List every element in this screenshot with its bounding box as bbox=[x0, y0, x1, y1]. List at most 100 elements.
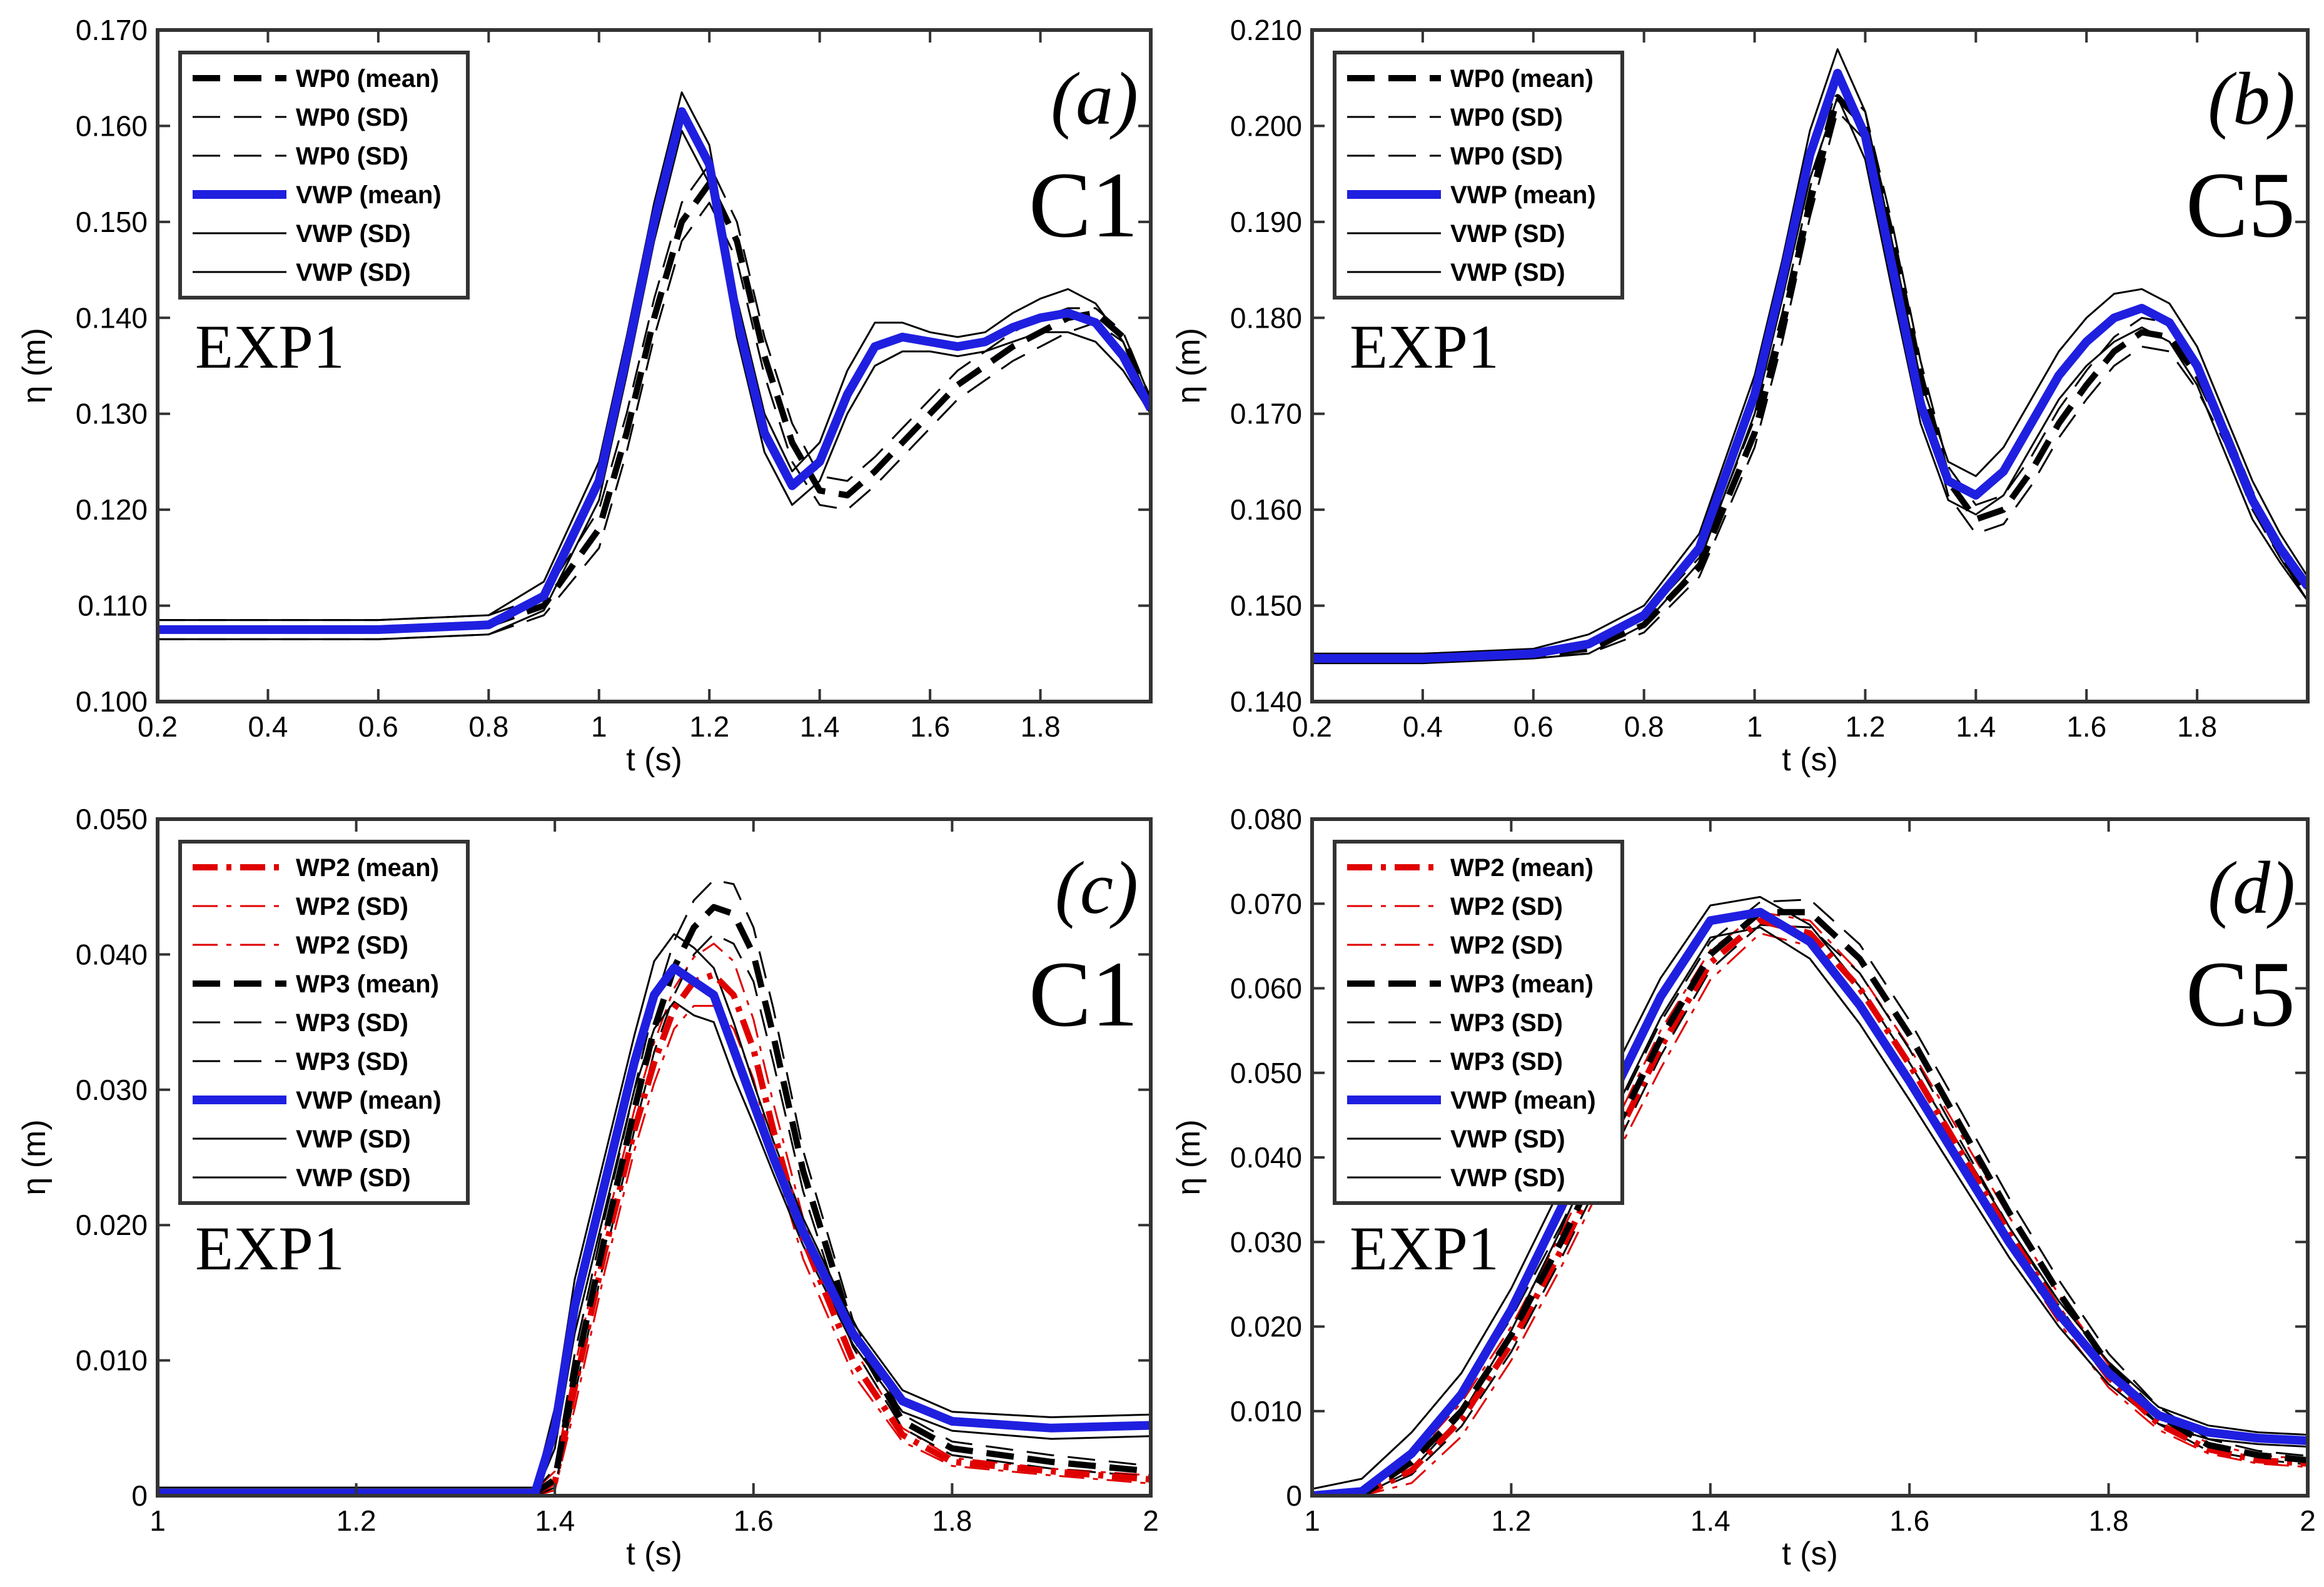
legend-entry-label: WP3 (SD) bbox=[296, 1048, 408, 1076]
y-tick-label: 0.020 bbox=[1230, 1311, 1302, 1343]
x-tick-label: 1.4 bbox=[800, 710, 840, 743]
y-tick-label: 0.160 bbox=[1230, 493, 1302, 526]
x-tick-label: 1.2 bbox=[336, 1504, 376, 1537]
x-tick-label: 1.8 bbox=[2089, 1504, 2129, 1537]
legend-entry-label: WP3 (SD) bbox=[1450, 1009, 1563, 1037]
x-tick-label: 1 bbox=[1304, 1504, 1320, 1537]
legend-entry-label: VWP (mean) bbox=[296, 181, 442, 209]
legend-entry-label: WP2 (SD) bbox=[1450, 932, 1563, 959]
x-tick-label: 1.4 bbox=[1690, 1504, 1730, 1537]
y-tick-label: 0.030 bbox=[1230, 1226, 1302, 1258]
x-tick-label: 0.6 bbox=[1513, 710, 1554, 743]
panel-case-label: C5 bbox=[2186, 153, 2295, 257]
y-tick-label: 0.140 bbox=[76, 301, 148, 334]
x-tick-label: 1 bbox=[591, 710, 607, 743]
y-tick-label: 0.210 bbox=[1230, 14, 1302, 46]
legend-entry-label: WP0 (SD) bbox=[1450, 104, 1563, 131]
x-tick-label: 1.2 bbox=[689, 710, 729, 743]
y-axis-title: η (m) bbox=[1171, 1119, 1207, 1195]
x-tick-label: 1.6 bbox=[1889, 1504, 1929, 1537]
experiment-label: EXP1 bbox=[195, 1214, 345, 1283]
x-tick-label: 1.6 bbox=[910, 710, 950, 743]
legend-entry-label: VWP (SD) bbox=[1450, 1126, 1565, 1153]
y-tick-label: 0.170 bbox=[76, 14, 148, 46]
legend-entry-label: VWP (SD) bbox=[1450, 259, 1565, 286]
axes-frame bbox=[156, 817, 1153, 1498]
y-tick-label: 0.190 bbox=[1230, 206, 1302, 238]
x-tick-label: 0.2 bbox=[138, 710, 178, 743]
legend-box bbox=[1333, 840, 1624, 1205]
panel-case-label: C5 bbox=[2186, 942, 2295, 1046]
series-line-wp3-mean bbox=[158, 904, 1151, 1496]
series-line-wp3-sd bbox=[1312, 924, 2308, 1496]
legend-entry-label: WP0 (mean) bbox=[1450, 65, 1594, 93]
x-tick-label: 1.8 bbox=[1021, 710, 1061, 743]
panel-d: 0 0.010 0.020 0.030 0.040 0.050 0.060 0.070 0.08… bbox=[1171, 803, 2316, 1572]
x-tick-label: 1.6 bbox=[734, 1504, 774, 1537]
panel-letter: (a) bbox=[1051, 57, 1138, 140]
legend-entry-label: WP2 (mean) bbox=[296, 854, 439, 882]
legend-entry-label: VWP (SD) bbox=[296, 1164, 411, 1192]
y-tick-label: 0.120 bbox=[76, 493, 148, 526]
series-line-wp2-mean bbox=[1312, 917, 2308, 1496]
x-tick-label: 0.4 bbox=[1403, 710, 1443, 743]
y-tick-label: 0.040 bbox=[1230, 1141, 1302, 1174]
y-tick-label: 0.150 bbox=[1230, 590, 1302, 622]
legend-entry-label: WP3 (mean) bbox=[296, 970, 439, 998]
y-tick-label: 0.050 bbox=[1230, 1057, 1302, 1089]
y-tick-label: 0.080 bbox=[1230, 803, 1302, 835]
legend: WP0 (mean) WP0 (SD) WP0 (SD) VWP (mean) VWP … bbox=[178, 51, 470, 300]
x-tick-label: 0.8 bbox=[1624, 710, 1664, 743]
x-tick-label: 1.4 bbox=[535, 1504, 575, 1537]
experiment-label: EXP1 bbox=[1350, 312, 1499, 381]
legend-entry-label: VWP (mean) bbox=[1450, 1087, 1596, 1114]
x-tick-label: 1.6 bbox=[2066, 710, 2106, 743]
y-tick-label: 0.010 bbox=[76, 1344, 148, 1377]
y-tick-label: 0.040 bbox=[76, 938, 148, 970]
y-tick-label: 0.010 bbox=[1230, 1395, 1302, 1428]
legend-entry-label: VWP (SD) bbox=[1450, 1164, 1565, 1192]
series-line-wp0-mean bbox=[1312, 94, 2308, 662]
legend-entry-label: WP0 (SD) bbox=[296, 104, 408, 131]
legend-entry-label: WP3 (SD) bbox=[1450, 1048, 1563, 1076]
series-group bbox=[1312, 48, 2308, 665]
y-tick-label: 0.200 bbox=[1230, 109, 1302, 142]
y-tick-label: 0.160 bbox=[76, 109, 148, 142]
x-tick-label: 1.4 bbox=[1956, 710, 1996, 743]
panel-letter: (c) bbox=[1055, 846, 1138, 929]
y-tick-label: 0.020 bbox=[76, 1209, 148, 1241]
axes-frame bbox=[156, 28, 1153, 703]
y-tick-label: 0.050 bbox=[76, 803, 148, 835]
panel-a: 0.100 0.110 0.120 0.130 0.140 0.150 0.160 0.170… bbox=[16, 14, 1153, 778]
panel-letter: (d) bbox=[2208, 846, 2295, 929]
series-line-vwp-mean bbox=[1312, 907, 2308, 1496]
series-line-vwp-sd bbox=[1312, 895, 2308, 1490]
legend-entry-label: WP2 (SD) bbox=[296, 932, 408, 959]
series-group bbox=[1312, 895, 2308, 1496]
y-axis-title: η (m) bbox=[16, 328, 53, 403]
panel-b: 0.1400.1500.1600.1700.1800.1900.2000.210… bbox=[1171, 14, 2310, 778]
x-tick-label: 0.2 bbox=[1292, 710, 1332, 743]
x-tick-label: 0.8 bbox=[468, 710, 508, 743]
panel-case-label: C1 bbox=[1029, 153, 1138, 257]
legend-entry-label: WP2 (SD) bbox=[1450, 893, 1563, 920]
x-tick-label: 1.2 bbox=[1491, 1504, 1531, 1537]
series-group bbox=[158, 91, 1151, 640]
y-axis-title: η (m) bbox=[16, 1119, 53, 1195]
x-axis-title: t (s) bbox=[626, 1536, 682, 1572]
legend-entry-label: VWP (SD) bbox=[296, 259, 411, 286]
legend-box bbox=[178, 51, 470, 300]
x-tick-label: 1.8 bbox=[932, 1504, 972, 1537]
legend-entry-label: WP2 (SD) bbox=[296, 893, 408, 920]
series-line-wp0-sd bbox=[1312, 110, 2308, 663]
legend-entry-label: WP3 (SD) bbox=[296, 1009, 408, 1037]
y-tick-label: 0.180 bbox=[1230, 301, 1302, 334]
series-group bbox=[158, 879, 1151, 1496]
axes-frame bbox=[1310, 28, 2310, 703]
series-line-wp0-mean bbox=[158, 180, 1151, 633]
series-line-vwp-mean bbox=[158, 107, 1151, 634]
series-line-vwp-mean bbox=[1312, 69, 2308, 663]
y-tick-label: 0.030 bbox=[76, 1074, 148, 1106]
series-line-wp3-sd bbox=[158, 933, 1151, 1496]
experiment-label: EXP1 bbox=[195, 312, 345, 381]
